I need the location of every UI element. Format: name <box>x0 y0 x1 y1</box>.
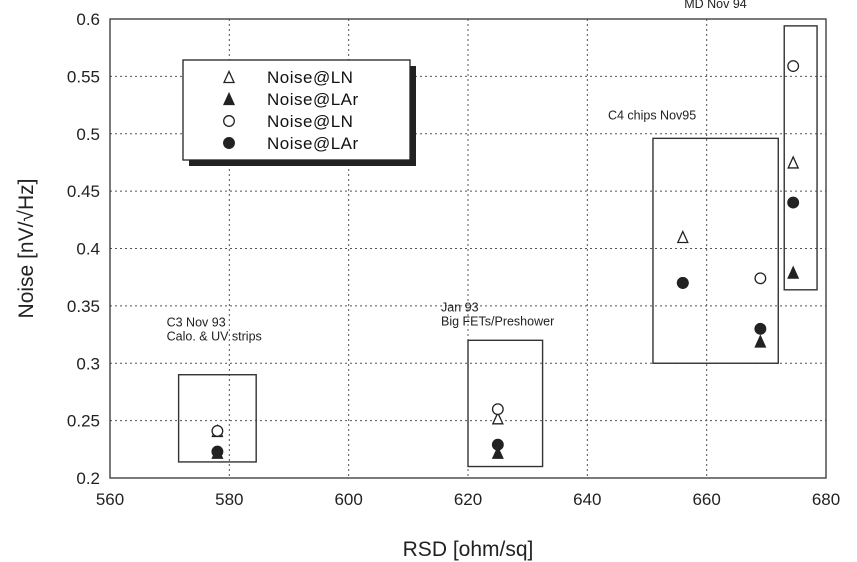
y-tick-label: 0.6 <box>76 10 100 29</box>
y-tick-label: 0.3 <box>76 354 100 373</box>
data-point-circle-open <box>491 403 504 416</box>
data-point-triangle-open <box>676 229 689 244</box>
y-axis-label: Noise [nV/√Hz] <box>15 179 38 319</box>
plot-frame <box>109 18 827 479</box>
legend-marker-circle-filled <box>223 137 235 149</box>
y-tick-label: 0.5 <box>76 125 100 144</box>
legend-marker-triangle-filled <box>222 91 236 106</box>
y-tick-label: 0.2 <box>76 469 100 488</box>
x-tick-label: 640 <box>573 490 601 509</box>
group-box <box>652 137 779 364</box>
group-label: C3 Nov 93 <box>167 316 226 330</box>
legend-box <box>182 59 411 161</box>
data-point-circle-filled <box>676 276 689 289</box>
data-point-circle-filled <box>491 438 504 451</box>
y-tick-label: 0.45 <box>67 182 100 201</box>
data-point-triangle-filled <box>787 265 800 279</box>
group-box <box>177 374 257 463</box>
data-point-circle-filled <box>787 196 800 209</box>
legend-entry: Noise@LAr <box>267 90 359 109</box>
legend-entry: Noise@LN <box>267 112 353 131</box>
group-boxes <box>177 25 818 468</box>
group-label: Jan 93 <box>441 300 479 314</box>
x-tick-labels: 560 580 600 620 640 660 680 <box>96 490 840 509</box>
x-tick-label: 660 <box>692 490 720 509</box>
x-tick-label: 580 <box>215 490 243 509</box>
data-point-circle-filled <box>754 322 767 335</box>
data-point-circle-open <box>787 60 800 72</box>
group-label: Calo. & UV strips <box>167 330 262 344</box>
group-label: Big FETs/Preshower <box>441 314 554 328</box>
legend-entry: Noise@LN <box>267 68 353 87</box>
legend-marker-triangle-open <box>222 69 236 84</box>
y-tick-labels: 0.2 0.25 0.3 0.35 0.4 0.45 0.5 0.55 0.6 <box>67 10 100 488</box>
data-point-circle-open <box>754 272 767 285</box>
x-tick-label: 620 <box>454 490 482 509</box>
data-point-circle-open <box>211 425 224 437</box>
data-point-circle-filled <box>211 445 224 458</box>
legend-entry: Noise@LAr <box>267 134 359 153</box>
x-tick-label: 560 <box>96 490 124 509</box>
x-tick-label: 600 <box>334 490 362 509</box>
data-point-triangle-filled <box>754 334 767 348</box>
x-axis-label: RSD [ohm/sq] <box>403 538 534 561</box>
y-tick-label: 0.55 <box>67 67 100 86</box>
group-label: C4 chips Nov95 <box>608 108 696 122</box>
group-label: MD Nov 94 <box>684 0 747 11</box>
legend-marker-circle-open <box>223 115 235 127</box>
group-box <box>467 339 544 468</box>
legend: Noise@LN Noise@LAr Noise@LN Noise@LAr <box>182 59 416 166</box>
data-markers <box>211 60 800 459</box>
data-point-triangle-open <box>491 411 504 425</box>
y-tick-label: 0.25 <box>67 412 100 431</box>
group-box <box>783 25 818 291</box>
x-tick-label: 680 <box>812 490 840 509</box>
y-tick-label: 0.4 <box>76 240 100 259</box>
y-tick-label: 0.35 <box>67 297 100 316</box>
data-point-triangle-open <box>787 155 800 169</box>
data-point-triangle-filled <box>491 445 504 459</box>
